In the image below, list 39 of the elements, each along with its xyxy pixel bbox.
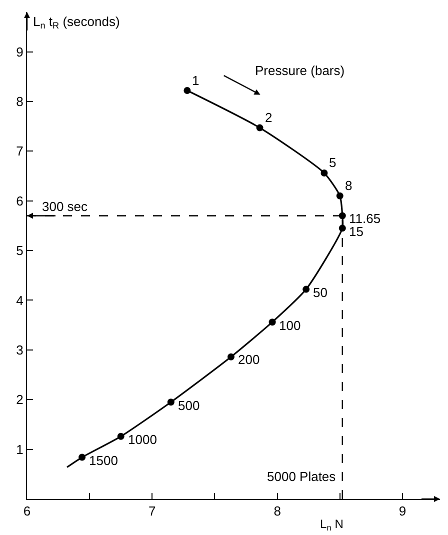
point [184, 87, 191, 94]
y-tick-label: 8 [16, 94, 24, 109]
annotation: 1500 [89, 453, 118, 468]
point [336, 192, 344, 200]
y-tick-label: 9 [16, 44, 24, 60]
y-tick-label: 3 [16, 342, 24, 358]
point [320, 170, 328, 177]
x-axis-title: L$_{n}$ N [320, 517, 344, 533]
annotation: 1000 [128, 432, 157, 447]
ref-line-label: 5000 Plates [267, 469, 336, 484]
point [78, 454, 86, 461]
annotation: 100 [279, 318, 301, 333]
annotation: Pressure (bars) [255, 63, 345, 78]
x-tick-label: 9 [398, 504, 406, 519]
x-tick-label: 8 [274, 504, 281, 519]
point [228, 353, 234, 360]
point [167, 398, 174, 406]
y-tick-label: 5 [16, 243, 24, 258]
y-tick-label: 1 [16, 442, 24, 457]
annotation: 50 [313, 285, 328, 300]
y-axis-title: L$_{n}$ t$_{R}$ (seconds) [33, 14, 120, 31]
point [117, 432, 124, 440]
point [268, 318, 276, 326]
annotation: 11.65 [349, 211, 381, 226]
annotation: 500 [178, 398, 200, 413]
annotation: 200 [238, 352, 260, 367]
y-tick-label: 7 [16, 144, 24, 159]
x-tick-label: 7 [148, 504, 156, 519]
annotation: 15 [349, 224, 364, 239]
annotation: 2 [265, 110, 272, 125]
annotation: 5 [329, 155, 336, 170]
ref-line-label: 300 sec [42, 199, 88, 214]
point [302, 286, 310, 293]
y-tick-label: 4 [16, 292, 24, 308]
annotation: 8 [345, 178, 352, 193]
y-tick-label: 6 [16, 193, 24, 208]
y-tick-label: 2 [16, 392, 24, 408]
annotation: 1 [192, 73, 200, 88]
point [256, 124, 264, 132]
